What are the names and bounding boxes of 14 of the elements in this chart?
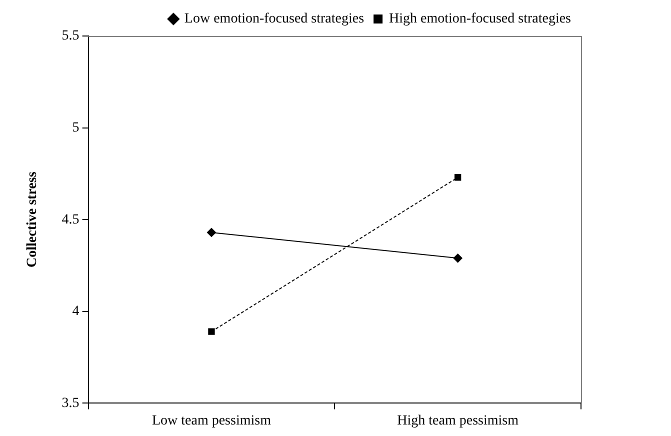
point [454,174,462,181]
point [208,328,215,335]
y-tick-label: 4.5 [62,212,80,228]
y-tick-label: 5 [72,120,80,136]
y-tick-label: 5.5 [62,28,80,44]
x-tick-label: High team pessimism [397,413,519,428]
y-axis-title: Collective stress [25,171,40,268]
y-tick-label: 4 [72,304,80,320]
legend-label: High emotion-focused strategies [389,12,571,27]
x-tick-label: Low team pessimism [152,413,272,428]
legend-label: Low emotion-focused strategies [184,12,364,27]
point [453,254,462,263]
y-tick-label: 3.5 [62,396,80,411]
point [206,228,216,237]
